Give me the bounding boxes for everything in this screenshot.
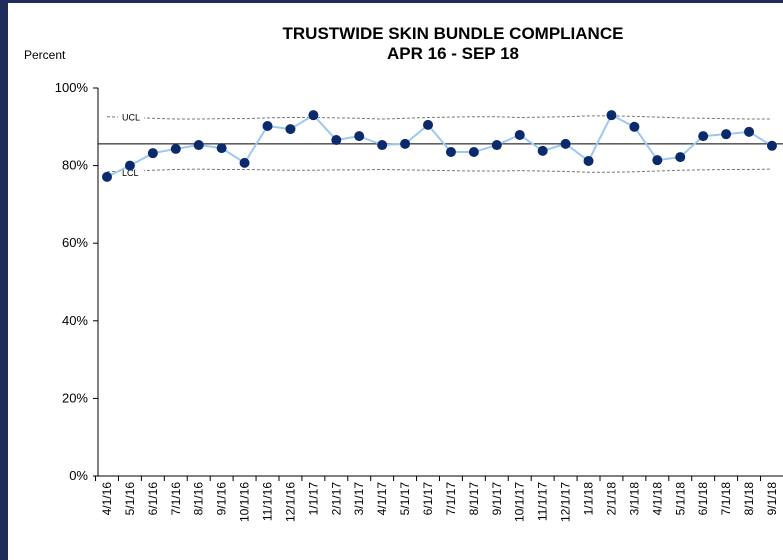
x-tick-label: 5/1/18 [673, 482, 687, 516]
data-point [308, 110, 319, 121]
data-point [147, 148, 158, 159]
x-tick-label: 12/1/17 [559, 482, 573, 522]
data-point [377, 140, 388, 151]
data-point [468, 147, 479, 158]
y-tick-label: 80% [62, 158, 88, 173]
data-point [652, 155, 663, 166]
x-tick-label: 1/1/17 [306, 482, 320, 516]
data-point [124, 160, 135, 171]
x-tick-label: 7/1/16 [169, 482, 183, 516]
y-axis-label: Percent [24, 48, 66, 62]
data-point [400, 138, 411, 149]
data-point [216, 143, 227, 154]
x-tick-label: 9/1/18 [765, 482, 779, 516]
y-tick-label: 20% [62, 390, 88, 405]
ucl-line [106, 115, 772, 120]
data-point [721, 129, 732, 140]
x-tick-label: 10/1/17 [513, 482, 527, 522]
lcl-line [106, 168, 772, 173]
data-point [606, 110, 617, 121]
data-point [331, 134, 342, 145]
frame-top [0, 0, 783, 3]
data-point [354, 131, 365, 142]
data-point [698, 131, 709, 142]
x-tick-label: 10/1/16 [238, 482, 252, 522]
x-tick-label: 4/1/16 [100, 482, 114, 516]
x-tick-label: 5/1/17 [398, 482, 412, 516]
lcl-label: LCL [122, 168, 139, 178]
y-tick-label: 100% [55, 80, 89, 95]
data-point [491, 140, 502, 151]
data-point [262, 121, 273, 132]
ucl-label: UCL [122, 113, 140, 123]
x-tick-label: 11/1/16 [261, 482, 275, 521]
data-point [423, 119, 434, 130]
x-tick-label: 3/1/18 [627, 482, 641, 516]
y-tick-label: 0% [69, 468, 88, 483]
chart-title: TRUSTWIDE SKIN BUNDLE COMPLIANCE [283, 24, 624, 43]
data-point [583, 155, 594, 166]
x-tick-label: 9/1/17 [490, 482, 504, 516]
x-tick-label: 9/1/16 [215, 482, 229, 516]
x-tick-label: 5/1/16 [123, 482, 137, 516]
x-tick-label: 4/1/18 [650, 482, 664, 516]
data-point [675, 152, 686, 163]
x-tick-label: 3/1/17 [352, 482, 366, 516]
x-tick-label: 6/1/16 [146, 482, 160, 516]
data-point [537, 145, 548, 156]
data-point [170, 143, 181, 154]
x-tick-label: 8/1/17 [467, 482, 481, 516]
x-tick-label: 1/1/18 [582, 482, 596, 516]
data-point [445, 147, 456, 158]
x-tick-label: 11/1/17 [536, 482, 550, 521]
x-tick-label: 8/1/16 [192, 482, 206, 516]
data-point [766, 140, 777, 151]
x-tick-label: 2/1/18 [604, 482, 618, 516]
x-tick-label: 6/1/18 [696, 482, 710, 516]
x-tick-label: 4/1/17 [375, 482, 389, 516]
data-point [514, 129, 525, 140]
data-point [744, 126, 755, 137]
data-point [193, 140, 204, 151]
data-point [285, 124, 296, 135]
x-tick-label: 12/1/16 [283, 482, 297, 522]
frame-left [0, 0, 8, 560]
x-tick-label: 7/1/17 [444, 482, 458, 516]
data-point [629, 121, 640, 132]
x-tick-label: 6/1/17 [421, 482, 435, 516]
chart-subtitle: APR 16 - SEP 18 [387, 44, 519, 63]
data-point [239, 157, 250, 168]
data-point [560, 138, 571, 149]
y-tick-label: 40% [62, 313, 88, 328]
data-point [102, 171, 112, 182]
x-tick-label: 2/1/17 [329, 482, 343, 516]
y-tick-label: 60% [62, 235, 88, 250]
ucl-label-bg [118, 110, 144, 123]
x-tick-label: 7/1/18 [719, 482, 733, 516]
x-tick-label: 8/1/18 [742, 482, 756, 516]
